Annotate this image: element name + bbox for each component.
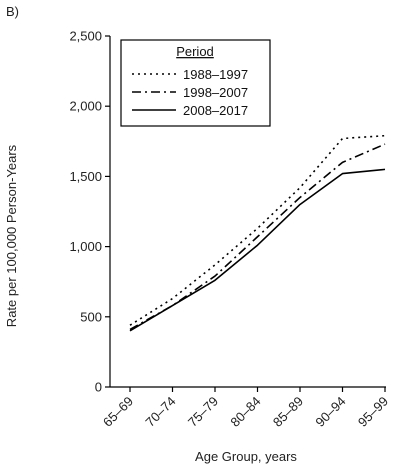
- x-axis-title: Age Group, years: [195, 449, 297, 464]
- y-tick-label: 2,000: [69, 99, 102, 114]
- legend-box: [120, 39, 271, 127]
- legend-label-2: 1998–2007: [183, 85, 248, 100]
- x-tick-label: 95–99: [355, 394, 391, 430]
- legend-title: Period: [176, 44, 214, 59]
- x-tick-label: 80–84: [227, 394, 263, 430]
- axes: [109, 36, 386, 388]
- y-tick-label: 1,500: [69, 169, 102, 184]
- legend-label-1: 1988–1997: [183, 67, 248, 82]
- x-tick-label: 70–74: [142, 394, 178, 430]
- y-tick-label: 0: [95, 380, 102, 395]
- panel-label: B): [6, 4, 19, 19]
- y-ticks: 0 500 1,000 1,500 2,000 2,500: [69, 29, 110, 395]
- legend: Period 1988–1997 1998–2007 2008–2017: [120, 39, 271, 127]
- series-group: [129, 134, 386, 332]
- y-tick-label: 1,000: [69, 239, 102, 254]
- x-ticks: 65–69 70–74 75–79 80–84 85–89 90–94 95–99: [100, 387, 391, 430]
- legend-label-3: 2008–2017: [183, 103, 248, 118]
- x-tick-label: 90–94: [312, 394, 348, 430]
- x-tick-label: 85–89: [270, 394, 306, 430]
- y-axis-title: Rate per 100,000 Person-Years: [4, 144, 19, 327]
- series-line-1: [129, 134, 386, 326]
- series-line-2: [129, 143, 386, 331]
- legend-items: 1988–1997 1998–2007 2008–2017: [132, 67, 248, 118]
- series-line-3: [129, 168, 386, 332]
- y-tick-label: 500: [80, 309, 102, 324]
- x-tick-label: 75–79: [185, 394, 221, 430]
- x-tick-label: 65–69: [100, 394, 136, 430]
- y-tick-label: 2,500: [69, 29, 102, 44]
